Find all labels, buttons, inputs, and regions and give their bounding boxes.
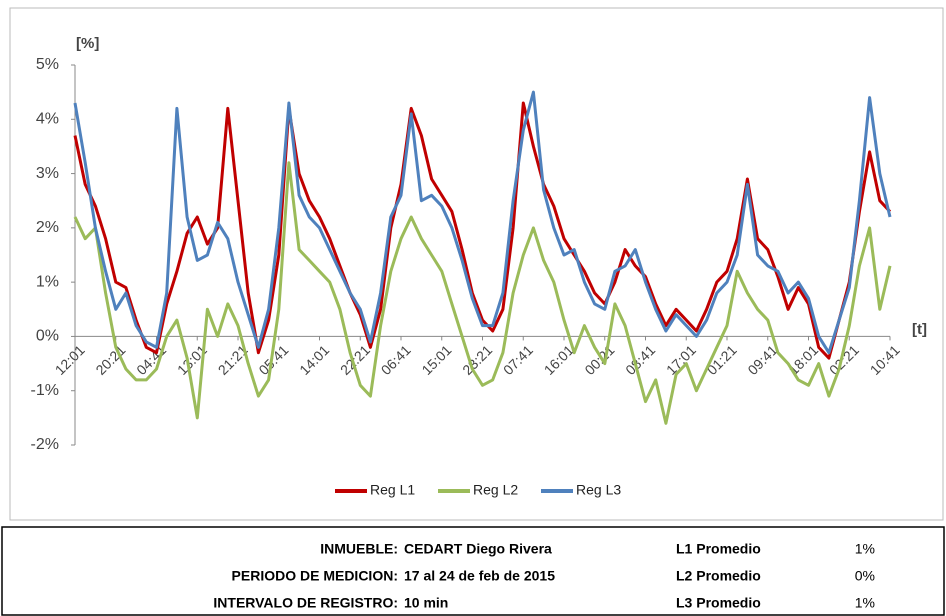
legend-label: Reg L3 [576, 482, 621, 498]
line-series [73, 101, 892, 360]
y-tick-label: 1% [36, 273, 59, 290]
x-axis-label: [t] [912, 321, 927, 338]
y-tick-label: 0% [36, 328, 59, 345]
line-series [73, 161, 892, 425]
y-tick-label: -1% [31, 382, 59, 399]
chart-frame [9, 7, 944, 521]
info-label: INMUEBLE: [320, 541, 398, 557]
y-tick-label: 3% [36, 165, 59, 182]
y-tick-label: -2% [31, 436, 59, 453]
stat-value: 0% [855, 568, 875, 584]
info-value: 17 al 24 de feb de 2015 [404, 568, 555, 584]
y-axis-label: [%] [76, 35, 99, 52]
info-value: CEDART Diego Rivera [404, 541, 552, 557]
info-value: 10 min [404, 595, 448, 611]
info-frame [1, 526, 945, 616]
stat-label: L3 Promedio [676, 595, 761, 611]
line-series [73, 90, 892, 355]
info-label: PERIODO DE MEDICION: [232, 568, 398, 584]
y-tick-label: 4% [36, 111, 59, 128]
stat-value: 1% [855, 541, 875, 557]
legend-label: Reg L2 [473, 482, 518, 498]
info-label: INTERVALO DE REGISTRO: [213, 595, 398, 611]
stat-value: 1% [855, 595, 875, 611]
y-tick-label: 5% [36, 56, 59, 73]
legend-label: Reg L1 [370, 482, 415, 498]
stat-label: L2 Promedio [676, 568, 761, 584]
y-tick-label: 2% [36, 219, 59, 236]
stat-label: L1 Promedio [676, 541, 761, 557]
